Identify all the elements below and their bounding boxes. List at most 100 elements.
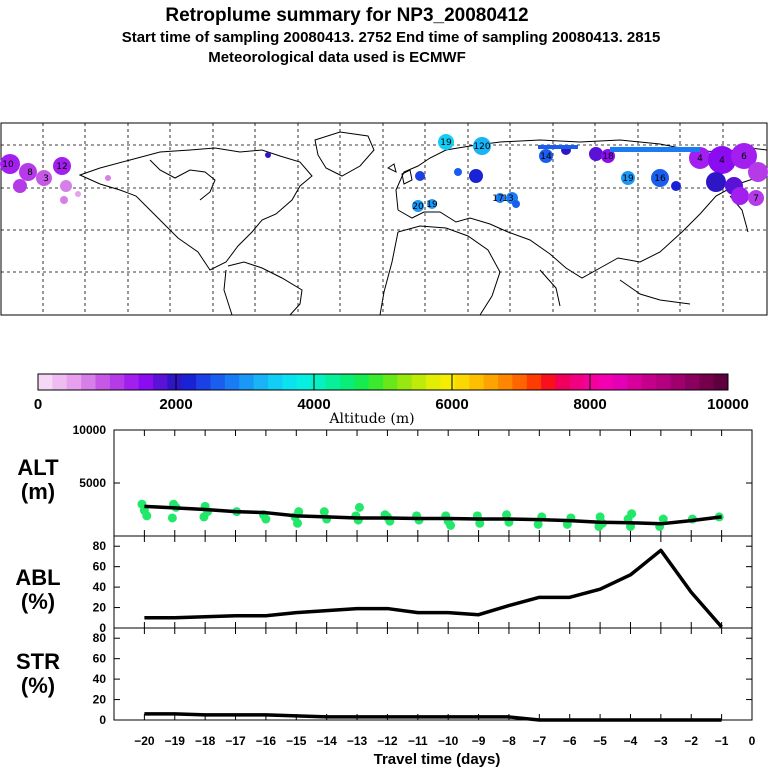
figure-title: Retroplume summary for NP3_20080412 (165, 5, 528, 26)
plume-label: 19 (440, 138, 452, 148)
x-tick-label: −3 (654, 734, 668, 748)
colorbar-tick-label: 0 (34, 396, 42, 413)
x-tick-label: −11 (408, 734, 428, 748)
plume-marker (13, 179, 27, 193)
y-tick-label: 40 (93, 580, 107, 594)
str-panel-frame (113, 627, 753, 721)
altitude-colorbar: 0 2000 4000 6000 8000 10000 Altitude (m) (34, 373, 749, 427)
colorbar-swatch (440, 374, 456, 390)
plume-marker (469, 169, 483, 183)
x-tick-label: −15 (286, 734, 307, 748)
plume-marker (689, 147, 711, 169)
x-tick-label: −20 (134, 734, 155, 748)
plume-marker (621, 171, 635, 185)
y-tick-label: 40 (93, 672, 107, 686)
colorbar-swatch (181, 374, 197, 390)
plume-label: 120 (473, 142, 490, 152)
y-tick-label: 80 (93, 539, 107, 553)
colorbar-tick-label: 8000 (573, 396, 606, 413)
plume-track (538, 145, 578, 149)
plume-marker (512, 200, 520, 208)
plume-marker (748, 190, 764, 206)
colorbar-swatch (613, 374, 628, 390)
colorbar-swatch (699, 374, 715, 390)
colorbar-swatch (569, 374, 585, 390)
map-graticule (1, 123, 767, 315)
colorbar-swatch (498, 374, 513, 390)
y-tick-label: 0 (99, 621, 106, 635)
abl-panel-unit: (%) (21, 589, 55, 614)
abl-series-line (144, 548, 723, 629)
plume-marker (105, 175, 111, 181)
plume-marker (438, 134, 454, 150)
plume-marker (495, 193, 505, 203)
x-tick-label: −16 (256, 734, 277, 748)
plume-label: 8 (27, 168, 33, 178)
colorbar-swatch (66, 374, 82, 390)
plume-label: 6 (741, 152, 747, 162)
x-tick-label: −17 (225, 734, 246, 748)
plume-marker (0, 154, 20, 174)
colorbar-tick-label: 4000 (297, 396, 330, 413)
met-data-source: Meteorological data used is ECMWF (208, 49, 466, 66)
colorbar-swatch (239, 374, 255, 390)
colorbar-label: Altitude (m) (328, 411, 414, 427)
plume-marker (265, 152, 271, 158)
colorbar-tick-label: 10000 (707, 396, 749, 413)
colorbar-swatch (555, 374, 571, 390)
y-tick-label: 60 (93, 652, 107, 666)
plume-label: 17 (492, 194, 503, 204)
colorbar-swatch (411, 374, 427, 390)
colorbar-swatch (210, 374, 226, 390)
y-tick-label: 10000 (73, 423, 107, 437)
plume-marker (731, 143, 757, 169)
alt-panel-unit: (m) (21, 479, 55, 504)
plume-marker (539, 149, 553, 163)
colorbar-swatch (713, 374, 729, 390)
colorbar-swatch (483, 374, 499, 390)
y-tick-label: 20 (93, 601, 107, 615)
plume-label: 19 (622, 174, 634, 184)
plume-label: 20 (412, 202, 424, 212)
alt-scatter-point (199, 512, 209, 522)
colorbar-swatch (153, 374, 168, 390)
plume-marker (415, 171, 425, 181)
colorbar-swatch (397, 374, 413, 390)
y-tick-label: 5000 (79, 476, 106, 490)
str-series-line (144, 712, 722, 722)
x-tick-label: −8 (502, 734, 516, 748)
alt-series-line (144, 504, 722, 526)
x-tick-label: −1 (715, 734, 729, 748)
colorbar-swatch (426, 374, 441, 390)
abl-panel-title: ABL (15, 565, 60, 590)
str-panel-title: STR (16, 649, 60, 674)
colorbar-swatch (95, 374, 111, 390)
plume-label: 4 (719, 156, 725, 166)
alt-scatter-point (594, 521, 604, 531)
colorbar-swatch (52, 374, 68, 390)
x-tick-label: −4 (624, 734, 638, 748)
alt-scatter-point (261, 514, 271, 524)
colorbar-swatch (656, 374, 671, 390)
plume-label: 3 (43, 174, 49, 184)
colorbar-swatch (268, 374, 283, 390)
colorbar-swatch (512, 374, 528, 390)
x-tick-label: −6 (563, 734, 577, 748)
x-tick-label: −5 (593, 734, 607, 748)
str-panel-unit: (%) (21, 673, 55, 698)
colorbar-swatch (138, 374, 154, 390)
plume-marker (60, 180, 72, 192)
alt-scatter-point (142, 511, 152, 521)
x-axis-label: Travel time (days) (374, 751, 501, 768)
x-tick-label: −18 (195, 734, 216, 748)
colorbar-swatch (541, 374, 556, 390)
plume-marker (412, 200, 424, 212)
x-tick-label: −9 (472, 734, 486, 748)
colorbar-swatch (368, 374, 384, 390)
y-tick-label: 60 (93, 560, 107, 574)
plume-label: 4 (697, 154, 703, 164)
plume-marker (731, 187, 749, 205)
colorbar-swatch (684, 374, 700, 390)
